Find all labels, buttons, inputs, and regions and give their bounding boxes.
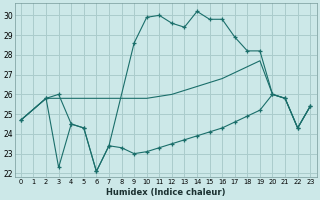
X-axis label: Humidex (Indice chaleur): Humidex (Indice chaleur) bbox=[106, 188, 225, 197]
